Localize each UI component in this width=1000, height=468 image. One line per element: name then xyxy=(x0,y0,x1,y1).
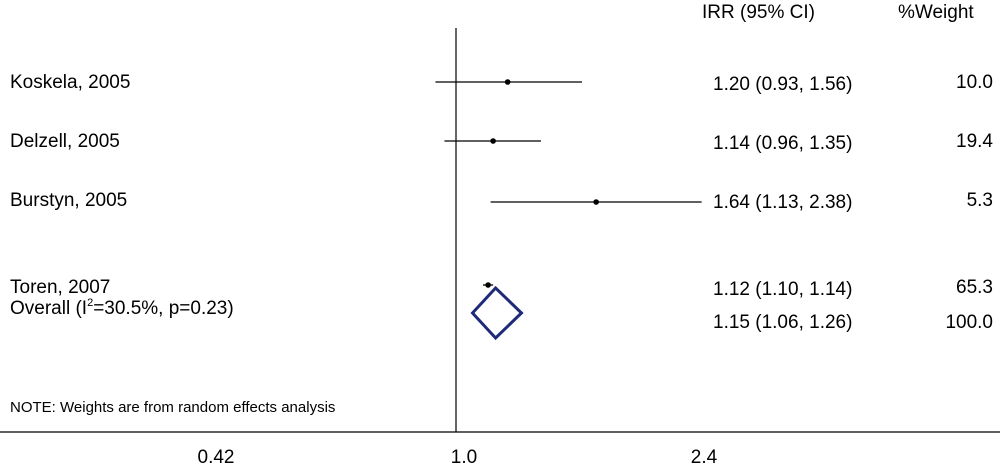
study-point xyxy=(485,282,491,288)
study-weight: 65.3 xyxy=(956,277,993,298)
weights-note: NOTE: Weights are from random effects an… xyxy=(10,399,336,416)
x-tick-label: 0.42 xyxy=(197,447,235,468)
study-label: Toren, 2007 xyxy=(10,277,111,298)
study-ci-text: 1.64 (1.13, 2.38) xyxy=(713,192,853,213)
study-ci-text: 1.14 (0.96, 1.35) xyxy=(713,133,853,154)
study-point xyxy=(490,138,496,144)
study-label: Delzell, 2005 xyxy=(10,131,120,152)
overall-label-post: =30.5%, p=0.23) xyxy=(93,298,234,319)
study-ci-text: 1.12 (1.10, 1.14) xyxy=(713,279,853,300)
x-tick-label: 1.0 xyxy=(450,447,478,468)
study-point xyxy=(593,199,599,205)
overall-label-sup: 2 xyxy=(87,297,94,309)
study-weight: 19.4 xyxy=(956,131,993,152)
study-point xyxy=(504,79,511,85)
header-effect: IRR (95% CI) xyxy=(702,2,815,23)
x-tick-label: 2.4 xyxy=(690,447,718,468)
header-weight: %Weight xyxy=(898,2,974,23)
overall-diamond xyxy=(470,285,524,341)
study-label: Koskela, 2005 xyxy=(10,72,131,93)
overall-ci-text: 1.15 (1.06, 1.26) xyxy=(713,312,853,333)
overall-label: Overall (I2=30.5%, p=0.23) xyxy=(10,297,234,319)
study-weight: 10.0 xyxy=(956,72,993,93)
study-ci-text: 1.20 (0.93, 1.56) xyxy=(713,74,853,95)
study-label: Burstyn, 2005 xyxy=(10,190,128,211)
overall-weight: 100.0 xyxy=(945,312,993,333)
overall-label-pre: Overall (I xyxy=(10,298,88,319)
study-weight: 5.3 xyxy=(966,190,993,211)
